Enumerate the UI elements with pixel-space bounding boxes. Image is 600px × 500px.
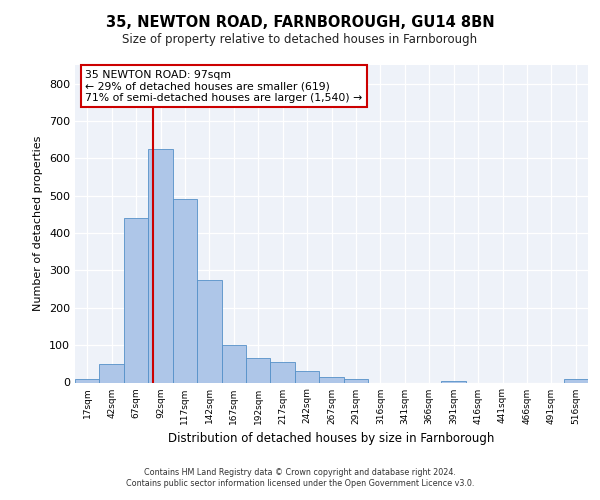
Bar (563, 379, 588, 382)
Text: 35, NEWTON ROAD, FARNBOROUGH, GU14 8BN: 35, NEWTON ROAD, FARNBOROUGH, GU14 8BN (106, 15, 494, 30)
Bar (100, 364, 124, 382)
Bar (148, 149, 173, 382)
Bar (271, 362, 295, 382)
Bar (442, 380, 466, 382)
Bar (221, 345, 246, 383)
Bar (75, 379, 100, 382)
Bar (319, 377, 344, 382)
Y-axis label: Number of detached properties: Number of detached properties (34, 136, 43, 312)
Bar (173, 200, 197, 382)
Bar (344, 379, 368, 382)
Text: Contains HM Land Registry data © Crown copyright and database right 2024.
Contai: Contains HM Land Registry data © Crown c… (126, 468, 474, 487)
Text: Size of property relative to detached houses in Farnborough: Size of property relative to detached ho… (122, 32, 478, 46)
Bar (197, 280, 221, 382)
X-axis label: Distribution of detached houses by size in Farnborough: Distribution of detached houses by size … (169, 432, 494, 445)
Text: 35 NEWTON ROAD: 97sqm
← 29% of detached houses are smaller (619)
71% of semi-det: 35 NEWTON ROAD: 97sqm ← 29% of detached … (85, 70, 362, 103)
Bar (295, 372, 319, 382)
Bar (246, 358, 271, 382)
Bar (124, 218, 148, 382)
